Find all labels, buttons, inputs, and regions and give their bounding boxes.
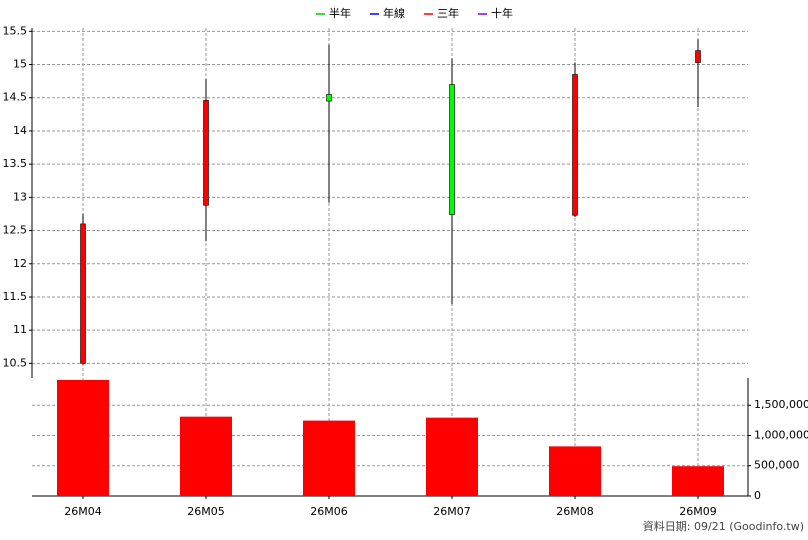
x-tick-label: 26M09 [679, 505, 717, 518]
volume-bar [57, 379, 109, 496]
volume-bar [549, 446, 601, 496]
source-note: 資料日期: 09/21 (Goodinfo.tw) [643, 519, 804, 533]
x-tick-label: 26M08 [556, 505, 594, 518]
volume-bar [672, 466, 724, 496]
y-tick-label: 15.5 [3, 24, 28, 37]
y-tick-label: 14.5 [3, 91, 28, 104]
y2-tick-label: 500,000 [754, 459, 800, 472]
y-tick-label: 11.5 [3, 290, 28, 303]
y-tick-label: 14 [13, 124, 27, 137]
y-tick-label: 13.5 [3, 157, 28, 170]
legend-label: 三年 [437, 6, 459, 20]
x-tick-label: 26M04 [64, 505, 102, 518]
y-tick-label: 13 [13, 190, 27, 203]
volume-bar [180, 416, 232, 496]
candle-body [203, 100, 209, 206]
y2-tick-label: 1,500,000 [754, 398, 808, 411]
y-tick-label: 10.5 [3, 356, 28, 369]
y-tick-label: 12 [13, 257, 27, 270]
y2-tick-label: 1,000,000 [754, 428, 808, 441]
x-tick-label: 26M06 [310, 505, 348, 518]
candle-body [326, 94, 332, 102]
y-tick-label: 11 [13, 323, 27, 336]
candle-body [572, 74, 578, 216]
x-tick-label: 26M07 [433, 505, 471, 518]
y2-tick-label: 0 [754, 489, 761, 502]
candle-body [695, 50, 701, 63]
y-tick-label: 12.5 [3, 224, 28, 237]
x-tick-label: 26M05 [187, 505, 225, 518]
volume-bar [303, 420, 355, 496]
legend-label: 年線 [383, 6, 405, 20]
candle-body [80, 223, 86, 364]
legend-label: 半年 [329, 6, 351, 20]
candle-body [449, 84, 455, 215]
y-tick-label: 15 [13, 58, 27, 71]
volume-bar [426, 417, 478, 496]
legend-label: 十年 [491, 6, 513, 20]
